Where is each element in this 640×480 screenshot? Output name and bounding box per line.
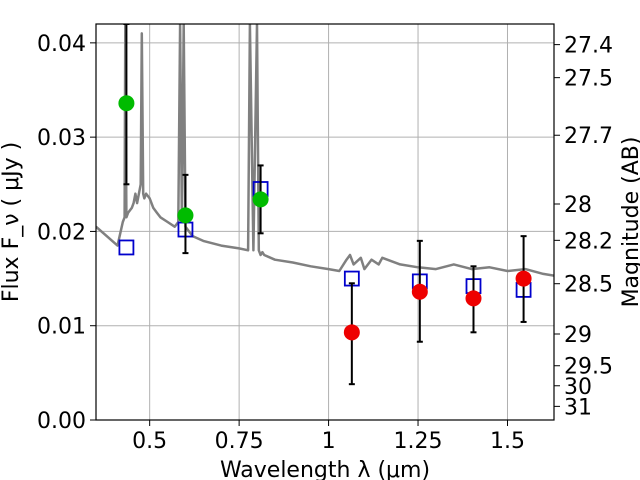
model-photometry-square (118, 239, 135, 256)
x-tick-label: 0.5 (132, 429, 167, 454)
y-tick-label: 0.04 (37, 32, 86, 57)
mag-tick-label: 28.2 (564, 229, 613, 254)
data-point (177, 207, 194, 224)
data-point (515, 270, 532, 287)
x-tick-label: 0.75 (215, 429, 264, 454)
x-axis-label: Wavelength λ (μm) (220, 458, 430, 480)
x-tick-label: 1 (322, 429, 336, 454)
data-point (343, 324, 360, 341)
mag-tick-label: 30 (564, 375, 592, 400)
model-spectrum-line (96, 24, 554, 277)
mag-tick-label: 31 (564, 395, 592, 420)
y-tick-label: 0.03 (37, 126, 86, 151)
mag-tick-label: 29.5 (564, 355, 613, 380)
mag-tick-label: 29 (564, 323, 592, 348)
x-tick-label: 1.25 (394, 429, 443, 454)
data-point (118, 95, 135, 112)
y-axis-label: Flux F_ν ( μJy ) (0, 142, 24, 302)
x-axis: 0.5 0.75 1 1.25 1.5 (132, 420, 525, 454)
plot-frame (95, 23, 555, 421)
mag-tick-label: 27.7 (564, 124, 613, 149)
data-point (411, 283, 428, 300)
mag-tick-label: 27.4 (564, 34, 613, 59)
y-axis-left: 0.00 0.01 0.02 0.03 0.04 (37, 32, 96, 434)
data-point (252, 191, 269, 208)
y-tick-label: 0.00 (37, 409, 86, 434)
mag-tick-label: 27.5 (564, 67, 613, 92)
y-tick-label: 0.01 (37, 315, 86, 340)
x-tick-label: 1.5 (490, 429, 525, 454)
data-point (465, 290, 482, 307)
mag-tick-label: 28.5 (564, 273, 613, 298)
plot-area (96, 24, 554, 386)
mag-tick-label: 28 (564, 193, 592, 218)
y-tick-label: 0.02 (37, 220, 86, 245)
y-axis-label-right: Magnitude (AB) (619, 137, 640, 308)
grid-lines (96, 24, 554, 421)
